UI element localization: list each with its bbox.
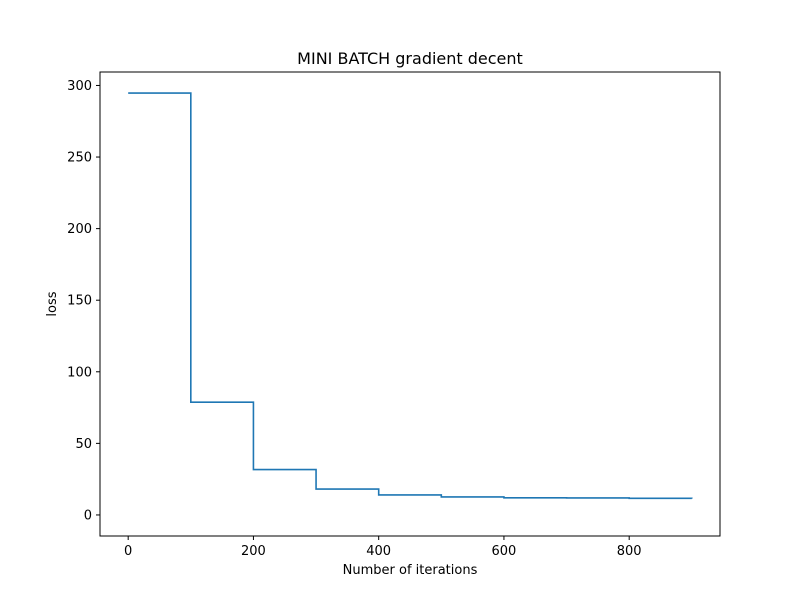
y-tick-label: 150: [67, 294, 92, 309]
x-tick-label: 200: [241, 544, 266, 559]
x-tick-label: 800: [617, 544, 642, 559]
y-tick-label: 300: [67, 79, 92, 94]
x-axis: 0 200 400 600 800: [124, 536, 642, 559]
chart-title: MINI BATCH gradient decent: [297, 49, 523, 68]
loss-series-line: [128, 92, 693, 500]
y-tick-label: 250: [67, 151, 92, 166]
y-axis: 0 50 100 150 200 250 300: [67, 79, 100, 523]
y-tick-label: 0: [84, 508, 92, 523]
y-axis-label: loss: [45, 291, 60, 316]
x-axis-label: Number of iterations: [343, 563, 478, 578]
plot-area: [128, 92, 693, 500]
y-tick-label: 50: [75, 437, 92, 452]
x-tick-label: 600: [492, 544, 517, 559]
y-tick-label: 200: [67, 222, 92, 237]
x-tick-label: 400: [366, 544, 391, 559]
x-tick-label: 0: [124, 544, 132, 559]
axes-frame: [99, 71, 721, 537]
y-tick-label: 100: [67, 365, 92, 380]
